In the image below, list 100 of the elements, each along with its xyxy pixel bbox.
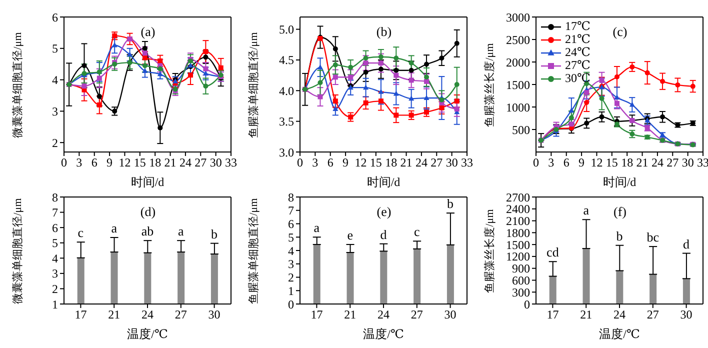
y-tick-label: 300: [512, 285, 530, 300]
x-tick-label: 15: [370, 156, 382, 170]
x-tick-label: 27: [430, 156, 443, 170]
y-tick-label: 4.0: [279, 84, 294, 98]
y-tick-label: 6: [52, 10, 58, 24]
y-tick-label: 900: [512, 262, 530, 276]
legend-label: 21℃: [565, 32, 590, 46]
annotation: b: [211, 226, 218, 242]
y-tick-label: 5: [52, 42, 58, 56]
annotation: d: [683, 236, 690, 252]
x-tick-label: 30: [208, 308, 220, 322]
y-tick-label: 6: [288, 217, 294, 232]
y-axis-title: 鱼腥藻丝长度/μm: [483, 42, 496, 127]
y-tick-label: 1500: [506, 78, 530, 92]
annotation: b: [447, 196, 454, 212]
y-tick-label: 1: [288, 284, 294, 298]
y-tick-label: 500: [512, 122, 530, 137]
x-tick-label: 33: [461, 156, 473, 170]
x-axis-title: 时间/d: [130, 175, 164, 189]
text: (f): [614, 204, 626, 219]
y-tick-label: 2: [52, 282, 58, 296]
x-tick-label: 27: [194, 156, 207, 170]
y-tick-label: 0: [524, 297, 530, 312]
y-tick-label: 8: [288, 190, 294, 204]
y-tick-label: 8: [52, 190, 58, 204]
x-tick-label: 27: [646, 308, 659, 322]
text: (c): [612, 24, 628, 39]
x-tick-label: 18: [621, 156, 634, 170]
annotation: b: [616, 228, 623, 244]
text: (e): [376, 204, 392, 219]
y-axis-title: 微囊藻单细胞直径/μm: [11, 32, 24, 138]
y-tick-label: 2100: [506, 214, 530, 228]
x-tick-label: 6: [563, 156, 570, 170]
x-tick-label: 9: [578, 156, 585, 170]
x-tick-label: 12: [590, 156, 603, 170]
y-tick-label: 2700: [506, 190, 530, 204]
x-tick-label: 18: [149, 156, 162, 170]
x-tick-label: 24: [651, 156, 664, 170]
y-tick-label: 3000: [506, 10, 530, 24]
x-tick-label: 15: [134, 156, 146, 170]
x-tick-label: 21: [344, 308, 356, 322]
y-tick-label: 3.0: [279, 145, 294, 160]
x-tick-label: 27: [174, 308, 187, 322]
y-tick-label: 6: [52, 220, 58, 235]
y-axis-title: 鱼腥藻单细胞直径/μm: [247, 198, 260, 304]
x-tick-label: 30: [444, 308, 456, 322]
x-tick-label: 24: [179, 156, 192, 170]
y-tick-label: 4: [52, 251, 58, 266]
annotation: a: [314, 220, 320, 236]
x-tick-label: 30: [446, 156, 458, 170]
x-axis-title: 温度/℃: [363, 327, 404, 341]
y-tick-label: 1000: [506, 100, 530, 114]
y-tick-label: 7: [52, 206, 58, 220]
x-tick-label: 21: [636, 156, 648, 170]
x-tick-label: 21: [580, 308, 592, 322]
annotation: ab: [141, 224, 154, 239]
annotation: c: [78, 225, 84, 240]
x-tick-label: 3: [76, 156, 82, 170]
x-tick-label: 9: [106, 156, 113, 170]
legend-label: 27℃: [565, 58, 590, 72]
y-axis-title: 鱼腥藻单细胞直径/μm: [247, 32, 260, 138]
x-tick-label: 6: [327, 156, 334, 170]
x-tick-label: 21: [108, 308, 120, 322]
x-tick-label: 30: [680, 308, 692, 322]
text: (b): [375, 24, 393, 40]
y-tick-label: 5.0: [279, 22, 294, 37]
y-tick-label: 3: [52, 266, 58, 281]
x-tick-label: 33: [225, 156, 237, 170]
x-tick-label: 21: [400, 156, 412, 170]
x-tick-label: 9: [342, 156, 349, 170]
annotation: d: [380, 226, 388, 242]
y-tick-label: 4: [288, 244, 294, 258]
x-tick-label: 30: [210, 156, 222, 170]
y-tick-label: 5: [288, 230, 294, 244]
x-axis-title: 时间/d: [366, 175, 400, 189]
y-tick-label: 3: [288, 257, 294, 272]
legend-label: 24℃: [565, 45, 590, 59]
y-axis-title: 鱼腥藻丝长度/μm: [483, 208, 496, 293]
y-axis-title: 微囊藻单细胞直径/μm: [11, 198, 24, 304]
x-tick-label: 27: [410, 308, 423, 322]
x-tick-label: 24: [142, 308, 154, 322]
annotation: cd: [546, 244, 560, 260]
annotation: a: [178, 224, 184, 239]
y-tick-label: 4.5: [279, 53, 294, 68]
x-tick-label: 17: [74, 308, 87, 322]
x-tick-label: 17: [310, 308, 323, 322]
text: (d): [139, 204, 157, 220]
y-tick-label: 1: [52, 297, 58, 312]
x-tick-label: 21: [164, 156, 176, 170]
x-tick-label: 6: [91, 156, 98, 170]
x-axis-title: 时间/d: [602, 175, 636, 189]
x-tick-label: 0: [533, 156, 539, 170]
annotation: e: [347, 227, 354, 242]
y-tick-label: 3.5: [279, 114, 294, 129]
x-tick-label: 0: [297, 156, 303, 170]
x-axis-title: 温度/℃: [127, 327, 168, 341]
x-tick-label: 24: [614, 308, 626, 322]
x-tick-label: 24: [415, 156, 428, 170]
annotation: bc: [646, 230, 660, 245]
x-tick-label: 15: [606, 156, 618, 170]
